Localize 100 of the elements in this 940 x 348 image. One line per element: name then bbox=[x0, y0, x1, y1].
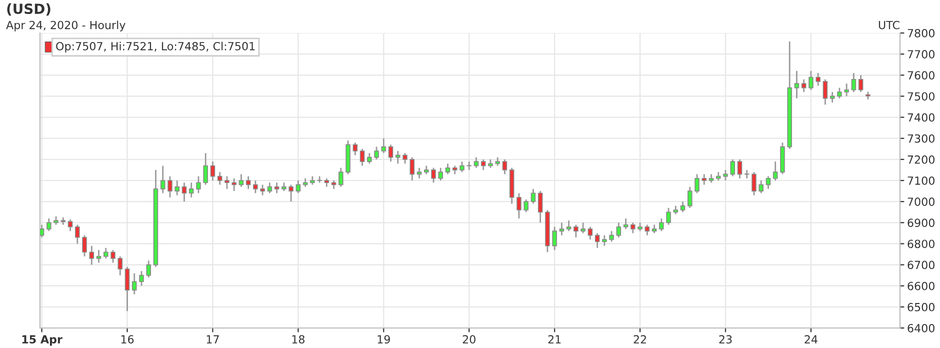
candlestick bbox=[124, 266, 130, 312]
candlestick bbox=[274, 182, 280, 194]
candlestick bbox=[744, 169, 750, 180]
candlestick bbox=[516, 192, 522, 220]
y-tick-label: 6500 bbox=[908, 302, 934, 312]
candlestick bbox=[730, 158, 736, 177]
candlestick bbox=[40, 224, 44, 238]
candlestick bbox=[260, 184, 265, 196]
candlestick bbox=[502, 158, 508, 175]
candlestick bbox=[524, 198, 528, 213]
candlestick bbox=[46, 218, 52, 232]
candlestick bbox=[808, 70, 814, 91]
candlestick bbox=[580, 222, 586, 234]
candlestick bbox=[766, 176, 771, 190]
candlestick bbox=[410, 156, 415, 182]
candlestick bbox=[388, 144, 394, 162]
candlestick bbox=[182, 182, 187, 202]
y-tick-label: 7100 bbox=[908, 176, 934, 185]
candlestick bbox=[360, 148, 365, 166]
candlestick bbox=[858, 74, 864, 93]
candlestick bbox=[75, 224, 80, 244]
y-tick-label: 7800 bbox=[908, 28, 934, 38]
candlestick bbox=[174, 180, 180, 196]
candlestick bbox=[594, 232, 600, 249]
candlestick bbox=[694, 173, 700, 194]
candlestick bbox=[110, 249, 116, 264]
y-tick-label: 7300 bbox=[908, 134, 934, 143]
candlestick bbox=[367, 152, 372, 164]
candlestick bbox=[89, 245, 94, 266]
x-tick-label: 21 bbox=[548, 335, 561, 344]
y-tick-label: 6800 bbox=[908, 240, 934, 248]
candlestick bbox=[666, 207, 671, 226]
candlestick bbox=[168, 176, 172, 198]
candlestick bbox=[396, 150, 400, 164]
candlestick bbox=[338, 167, 344, 188]
candlestick bbox=[132, 272, 137, 295]
y-tick-label: 6700 bbox=[908, 260, 934, 270]
candlestick bbox=[288, 184, 294, 202]
candlestick bbox=[68, 218, 73, 232]
candlestick bbox=[844, 82, 849, 97]
candlestick bbox=[466, 160, 472, 171]
candlestick bbox=[196, 176, 201, 194]
y-tick-label: 6400 bbox=[908, 324, 934, 332]
candlestick bbox=[588, 226, 593, 240]
candlestick bbox=[609, 230, 614, 242]
candlestick bbox=[538, 190, 543, 224]
y-tick-label: 7500 bbox=[908, 92, 934, 101]
candlestick bbox=[851, 72, 856, 93]
y-tick-label: 6600 bbox=[908, 282, 934, 290]
candlestick bbox=[104, 247, 108, 260]
candlestick bbox=[758, 180, 764, 194]
candlestick bbox=[566, 220, 572, 232]
candlestick bbox=[616, 222, 622, 238]
candlestick bbox=[752, 171, 756, 196]
candlestick bbox=[352, 142, 358, 156]
candlestick bbox=[530, 188, 536, 204]
candlestick bbox=[644, 224, 650, 236]
y-tick-label: 6900 bbox=[908, 218, 934, 228]
candlestick bbox=[224, 176, 230, 190]
x-tick-label: 16 bbox=[121, 335, 134, 344]
candlestick bbox=[203, 152, 208, 186]
candlestick bbox=[296, 180, 301, 194]
candlestick bbox=[460, 160, 464, 173]
chart-subtitle: Apr 24, 2020 - Hourly bbox=[6, 20, 126, 32]
candlestick bbox=[602, 234, 607, 247]
candlestick bbox=[96, 249, 102, 264]
candlestick bbox=[210, 160, 216, 182]
candlestick bbox=[559, 222, 564, 236]
candlestick bbox=[837, 87, 842, 100]
candlestick bbox=[688, 186, 692, 209]
candlestick bbox=[246, 176, 251, 190]
candlestick bbox=[160, 165, 166, 194]
x-tick-label: 17 bbox=[206, 335, 219, 344]
candlestick bbox=[630, 222, 636, 234]
x-tick-label: 20 bbox=[462, 335, 476, 344]
y-tick-label: 7600 bbox=[908, 71, 934, 80]
text: UTC bbox=[878, 20, 900, 30]
candlestick bbox=[146, 260, 151, 278]
candlestick bbox=[82, 234, 87, 258]
y-tick-label: 7200 bbox=[908, 155, 934, 164]
candlestick bbox=[431, 167, 436, 184]
x-tick-label: 24 bbox=[804, 335, 818, 344]
candlestick bbox=[816, 72, 820, 86]
y-tick-label: 7000 bbox=[908, 198, 934, 206]
candlestick bbox=[118, 256, 123, 276]
x-tick-label: 15 Apr bbox=[22, 335, 62, 346]
candlestick bbox=[402, 152, 408, 164]
x-tick-label: 18 bbox=[292, 335, 304, 344]
candlestick bbox=[474, 156, 479, 169]
candlestick bbox=[659, 218, 664, 232]
x-tick-label: 19 bbox=[378, 335, 390, 344]
candlestick bbox=[416, 167, 422, 180]
candlestick bbox=[374, 146, 379, 160]
candlestick bbox=[680, 200, 686, 213]
candlestick bbox=[438, 167, 443, 182]
candlestick bbox=[232, 178, 236, 192]
x-tick-label: 22 bbox=[634, 335, 646, 344]
candlestick bbox=[794, 70, 800, 100]
candlestick bbox=[702, 173, 707, 186]
chart-title: (USD) bbox=[7, 3, 50, 16]
